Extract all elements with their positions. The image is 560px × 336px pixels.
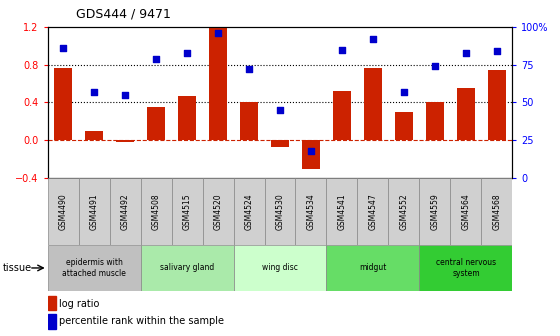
- Text: central nervous
system: central nervous system: [436, 258, 496, 278]
- Text: GSM4530: GSM4530: [276, 193, 284, 230]
- Bar: [116, 140, 134, 142]
- Text: GSM4541: GSM4541: [338, 193, 347, 230]
- Bar: [363, 69, 382, 140]
- Point: [399, 89, 408, 95]
- Bar: [456, 88, 475, 140]
- Bar: [302, 140, 320, 169]
- Text: GSM4547: GSM4547: [368, 193, 377, 230]
- Bar: [234, 178, 264, 245]
- Bar: [296, 178, 326, 245]
- Text: GDS444 / 9471: GDS444 / 9471: [76, 7, 170, 20]
- Bar: [357, 178, 389, 245]
- Text: percentile rank within the sample: percentile rank within the sample: [59, 317, 224, 326]
- Bar: [203, 178, 234, 245]
- Bar: [48, 314, 56, 329]
- Text: GSM4490: GSM4490: [59, 193, 68, 230]
- Bar: [333, 91, 351, 140]
- Point: [245, 67, 254, 72]
- Point: [59, 45, 68, 51]
- Text: GSM4515: GSM4515: [183, 193, 192, 230]
- Bar: [48, 178, 78, 245]
- Text: tissue: tissue: [3, 263, 32, 273]
- Bar: [240, 102, 258, 140]
- Bar: [488, 70, 506, 140]
- Point: [120, 92, 129, 98]
- Bar: [389, 178, 419, 245]
- Bar: [141, 178, 171, 245]
- Bar: [234, 245, 326, 291]
- Text: GSM4552: GSM4552: [399, 193, 408, 230]
- Text: wing disc: wing disc: [262, 263, 298, 272]
- Text: GSM4559: GSM4559: [431, 193, 440, 230]
- Point: [90, 89, 99, 95]
- Text: GSM4564: GSM4564: [461, 193, 470, 230]
- Text: midgut: midgut: [360, 263, 386, 272]
- Text: epidermis with
attached muscle: epidermis with attached muscle: [62, 258, 126, 278]
- Bar: [110, 178, 141, 245]
- Point: [338, 47, 347, 52]
- Text: GSM4491: GSM4491: [90, 193, 99, 230]
- Bar: [395, 112, 413, 140]
- Bar: [141, 245, 234, 291]
- Point: [461, 50, 470, 55]
- Bar: [482, 178, 512, 245]
- Text: GSM4492: GSM4492: [120, 193, 129, 230]
- Bar: [48, 245, 141, 291]
- Bar: [54, 69, 72, 140]
- Text: GSM4568: GSM4568: [492, 193, 501, 230]
- Point: [183, 50, 192, 55]
- Text: GSM4524: GSM4524: [245, 193, 254, 230]
- Bar: [419, 245, 512, 291]
- Bar: [419, 178, 450, 245]
- Bar: [326, 178, 357, 245]
- Bar: [426, 102, 444, 140]
- Bar: [147, 107, 165, 140]
- Bar: [78, 178, 110, 245]
- Bar: [171, 178, 203, 245]
- Point: [431, 64, 440, 69]
- Bar: [85, 131, 104, 140]
- Text: GSM4534: GSM4534: [306, 193, 315, 230]
- Bar: [178, 96, 197, 140]
- Text: salivary gland: salivary gland: [160, 263, 214, 272]
- Bar: [264, 178, 296, 245]
- Bar: [326, 245, 419, 291]
- Text: GSM4508: GSM4508: [152, 193, 161, 230]
- Point: [213, 30, 222, 36]
- Bar: [48, 296, 56, 310]
- Point: [152, 56, 161, 61]
- Text: log ratio: log ratio: [59, 299, 100, 308]
- Text: GSM4520: GSM4520: [213, 193, 222, 230]
- Point: [306, 148, 315, 154]
- Bar: [270, 140, 290, 147]
- Bar: [450, 178, 482, 245]
- Bar: [209, 27, 227, 140]
- Point: [492, 48, 501, 54]
- Point: [368, 36, 377, 42]
- Point: [276, 108, 284, 113]
